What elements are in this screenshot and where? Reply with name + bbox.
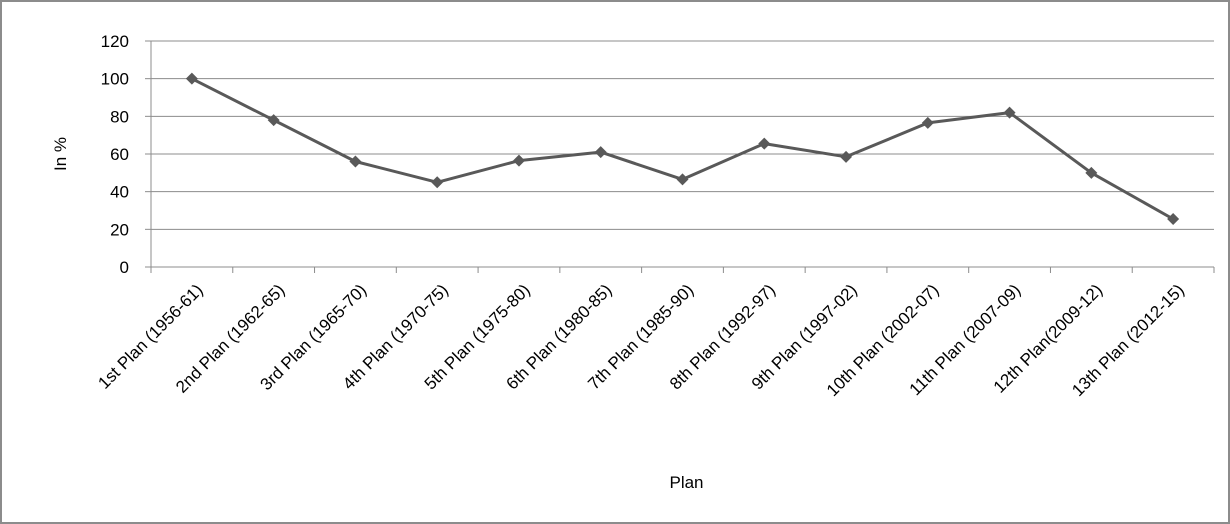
y-tick-label: 80 (110, 107, 129, 126)
y-axis-title: In % (51, 137, 70, 171)
data-point (921, 116, 934, 129)
y-tick-label: 40 (110, 183, 129, 202)
data-point (431, 176, 444, 189)
data-point (349, 155, 362, 168)
y-tick-label: 60 (110, 145, 129, 164)
y-tick-label: 100 (101, 70, 129, 89)
x-axis-title: Plan (669, 473, 703, 492)
data-point (1167, 212, 1180, 225)
y-tick-label: 0 (120, 258, 129, 277)
axes (145, 40, 1215, 273)
y-tick-labels: 0 20 40 60 80 100 120 (101, 32, 129, 277)
series-line (191, 77, 1174, 221)
y-tick-label: 120 (101, 32, 129, 51)
x-tick-labels: 1st Plan (1956-61)2nd Plan (1962-65)3rd … (94, 280, 1188, 400)
data-point (840, 150, 853, 163)
data-point (512, 154, 525, 167)
series-group (185, 72, 1180, 225)
data-point (185, 72, 198, 85)
y-tick-label: 20 (110, 220, 129, 239)
data-point (594, 146, 607, 159)
data-point (267, 114, 280, 127)
data-point (758, 137, 771, 150)
data-point (1003, 106, 1016, 119)
data-point (676, 173, 689, 186)
gridlines (151, 40, 1214, 230)
data-point (1085, 166, 1098, 179)
